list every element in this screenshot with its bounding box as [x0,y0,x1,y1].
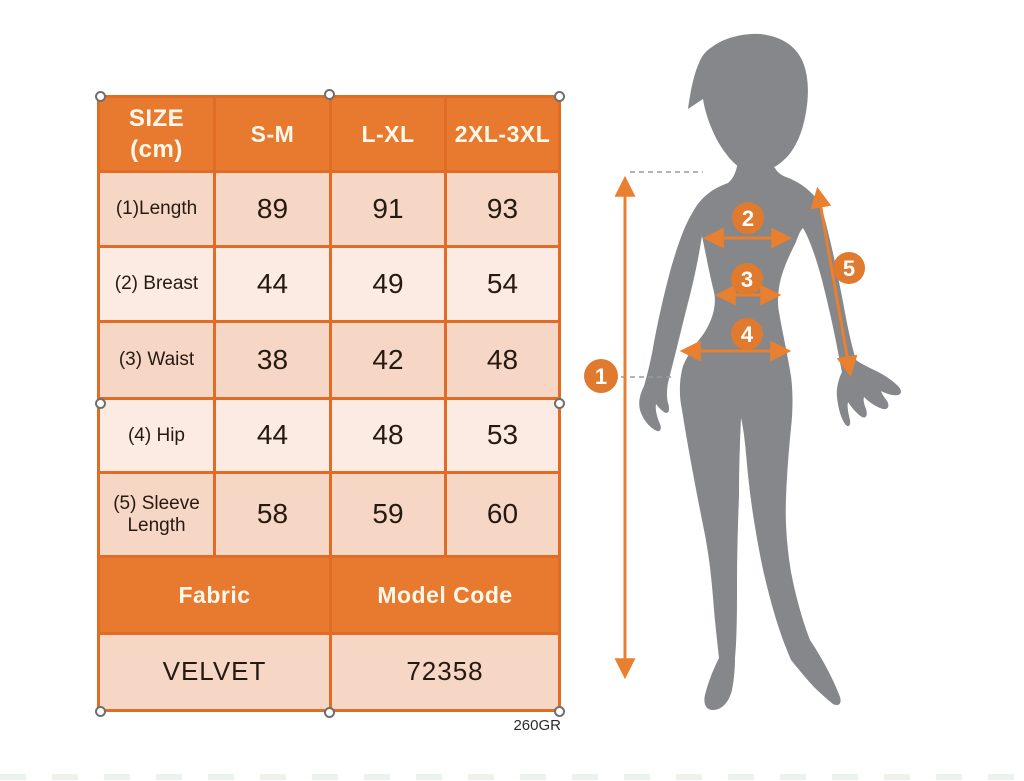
marker-5-label: 5 [843,256,855,281]
cell-breast-sm: 44 [216,248,329,320]
size-chart-table: SIZE (cm) S-M L-XL 2XL-3XL (1)Length 89 … [97,95,561,712]
cell-hip-sm: 44 [216,400,329,471]
selection-handle-top-left [95,91,106,102]
cell-sleeve-sm: 58 [216,474,329,555]
weight-note: 260GR [513,717,561,734]
corner-header-line1: SIZE [128,104,185,132]
marker-1-label: 1 [595,364,607,389]
marker-1-circle [584,359,618,393]
column-header-sm: S-M [216,98,329,170]
selection-handle-mid-right [554,398,565,409]
sleeve-measure-arrow [810,186,858,378]
model-code-value: 72358 [332,635,558,709]
marker-2-circle [732,202,764,234]
row-label-waist: (3) Waist [100,323,213,397]
marker-5-circle [833,252,865,284]
marker-4-circle [731,318,763,350]
measurement-figure: 1 2 3 4 5 [584,33,901,710]
row-label-sleeve-length: (5) Sleeve Length [100,474,213,555]
column-header-2xl3xl: 2XL-3XL [447,98,558,170]
selection-handle-bottom-right [554,706,565,717]
silhouette-hair [688,33,808,173]
fabric-value: VELVET [100,635,329,709]
selection-handle-mid-left [95,398,106,409]
selection-handle-bottom-left [95,706,106,717]
cell-length-lxl: 91 [332,173,444,245]
cell-sleeve-2xl3xl: 60 [447,474,558,555]
corner-header: SIZE (cm) [100,98,213,170]
cell-breast-lxl: 49 [332,248,444,320]
cell-hip-2xl3xl: 53 [447,400,558,471]
corner-header-line2: (cm) [130,136,183,163]
selection-handle-top-right [554,91,565,102]
row-label-breast: (2) Breast [100,248,213,320]
marker-3-label: 3 [741,267,753,292]
marker-2-label: 2 [742,206,754,231]
cell-length-2xl3xl: 93 [447,173,558,245]
column-header-lxl: L-XL [332,98,444,170]
marker-3-circle [731,263,763,295]
cell-breast-2xl3xl: 54 [447,248,558,320]
row-label-hip: (4) Hip [100,400,213,471]
cell-waist-lxl: 42 [332,323,444,397]
marker-4-label: 4 [741,322,754,347]
cell-waist-2xl3xl: 48 [447,323,558,397]
fabric-header: Fabric [100,558,329,632]
silhouette-body [639,160,901,710]
bottom-artifact-dashes [0,774,1024,780]
selection-handle-top-middle [324,89,335,100]
cell-hip-lxl: 48 [332,400,444,471]
cell-sleeve-lxl: 59 [332,474,444,555]
cell-waist-sm: 38 [216,323,329,397]
cell-length-sm: 89 [216,173,329,245]
woman-silhouette [639,33,901,710]
selection-handle-bottom-middle [324,707,335,718]
marker-badges: 1 2 3 4 5 [584,202,865,393]
model-code-header: Model Code [332,558,558,632]
row-label-length: (1)Length [100,173,213,245]
